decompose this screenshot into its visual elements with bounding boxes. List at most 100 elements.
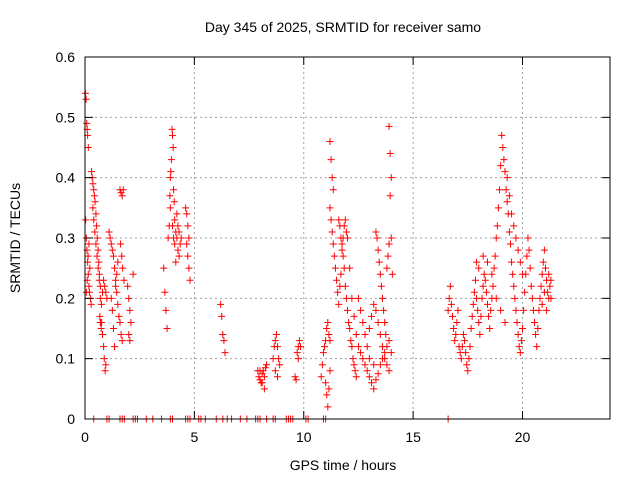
data-point (175, 252, 183, 260)
data-point (291, 373, 299, 381)
x-tick-label: 10 (296, 429, 312, 445)
data-point (461, 337, 469, 345)
data-point (218, 312, 226, 320)
data-point (184, 222, 192, 230)
data-point (383, 361, 391, 369)
data-point (325, 331, 333, 339)
data-point (168, 125, 176, 133)
data-point (503, 174, 511, 182)
data-point (386, 192, 394, 200)
data-point (348, 294, 356, 302)
x-tick-label: 5 (190, 429, 198, 445)
data-point (446, 282, 454, 290)
data-point (478, 294, 486, 302)
data-point (481, 276, 489, 284)
data-point (345, 318, 353, 326)
data-point (368, 312, 376, 320)
data-point (379, 343, 386, 351)
data-point (318, 361, 326, 369)
data-point (527, 282, 535, 290)
data-point (452, 331, 460, 339)
data-point (323, 391, 331, 399)
data-point (449, 312, 456, 320)
data-point (293, 349, 301, 357)
data-point (338, 240, 346, 248)
data-point (160, 264, 168, 272)
data-point (501, 318, 509, 326)
data-point (93, 234, 101, 242)
data-point (512, 306, 520, 314)
data-point (538, 270, 546, 278)
data-point (490, 264, 498, 272)
data-point (114, 258, 122, 266)
data-point (465, 355, 473, 363)
data-point (368, 379, 376, 387)
data-point (359, 318, 367, 326)
data-point (385, 337, 393, 345)
data-point (95, 270, 103, 278)
data-point (536, 294, 544, 302)
data-point (545, 270, 553, 278)
data-point (329, 186, 337, 194)
data-point (167, 156, 175, 164)
y-tick-label: 0.3 (56, 230, 76, 246)
data-point (484, 258, 491, 266)
data-point (116, 318, 124, 326)
data-point (370, 385, 378, 393)
y-tick-label: 0.6 (56, 49, 76, 65)
data-point (341, 216, 349, 224)
y-tick-label: 0.1 (56, 351, 76, 367)
data-point (534, 325, 542, 332)
data-point (174, 246, 182, 254)
data-point (102, 288, 110, 296)
data-point (335, 300, 343, 308)
data-point (497, 306, 505, 314)
data-point (129, 270, 137, 278)
data-point (126, 337, 134, 345)
data-point (170, 198, 178, 206)
data-point (372, 228, 380, 236)
data-point (484, 300, 491, 308)
data-point (272, 331, 280, 339)
data-point (124, 282, 132, 290)
y-axis-label: SRMTID / TECUs (7, 183, 23, 293)
data-point (539, 258, 547, 266)
data-point (471, 276, 479, 284)
data-point (112, 276, 120, 284)
data-point (185, 234, 193, 242)
data-point (170, 234, 178, 242)
data-point (469, 300, 477, 308)
data-point (117, 331, 125, 339)
data-point (339, 252, 347, 260)
data-point (354, 343, 362, 351)
data-point (473, 258, 481, 266)
data-point (183, 240, 191, 248)
data-point (350, 312, 358, 320)
data-point (444, 306, 452, 314)
data-point (108, 246, 116, 254)
data-point (317, 373, 325, 381)
data-point (177, 234, 185, 242)
data-point (96, 294, 104, 302)
data-point (166, 192, 174, 200)
data-point (97, 300, 105, 308)
data-point (114, 300, 122, 308)
data-point (505, 192, 513, 200)
data-point (341, 282, 349, 290)
data-point (84, 252, 92, 260)
data-point (118, 252, 126, 260)
data-point (502, 186, 510, 194)
data-point (337, 234, 345, 242)
data-point (292, 376, 300, 384)
data-point (90, 186, 98, 194)
data-point (354, 294, 362, 302)
data-point (84, 144, 92, 151)
data-point (109, 325, 117, 332)
data-point (125, 294, 133, 302)
data-point (385, 367, 393, 375)
data-point (512, 234, 520, 242)
data-point (330, 252, 338, 260)
data-point (482, 288, 490, 296)
data-point (118, 337, 126, 345)
